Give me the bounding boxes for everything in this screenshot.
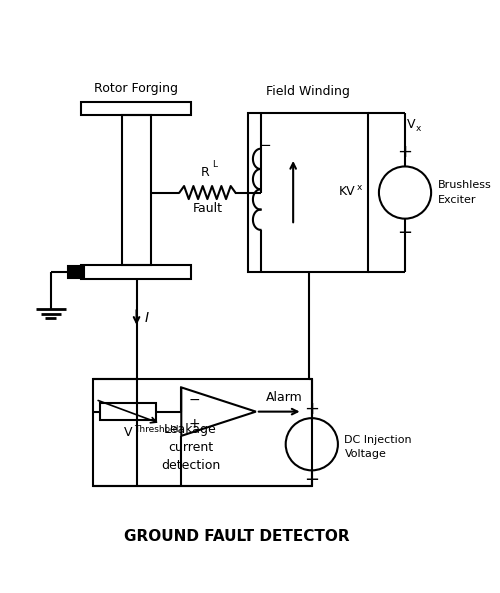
- Text: Alarm: Alarm: [266, 391, 302, 404]
- Text: I: I: [145, 311, 149, 326]
- Text: x: x: [356, 183, 362, 192]
- Text: x: x: [416, 124, 420, 133]
- Text: DC Injection: DC Injection: [344, 435, 412, 445]
- Text: −: −: [259, 138, 272, 154]
- Text: +: +: [188, 417, 200, 431]
- Text: Brushless: Brushless: [438, 180, 492, 190]
- Text: −: −: [304, 471, 320, 489]
- Polygon shape: [68, 266, 84, 278]
- Text: Fault: Fault: [192, 202, 222, 215]
- Text: Voltage: Voltage: [344, 448, 387, 458]
- Text: L: L: [212, 160, 217, 169]
- Text: V: V: [407, 118, 416, 131]
- Text: Field Winding: Field Winding: [266, 85, 350, 98]
- Text: +: +: [304, 400, 320, 418]
- Text: R: R: [201, 165, 210, 178]
- Text: Threshold: Threshold: [134, 425, 178, 434]
- Text: −: −: [188, 393, 200, 407]
- Text: Exciter: Exciter: [438, 195, 476, 205]
- Text: Rotor Forging: Rotor Forging: [94, 82, 178, 95]
- Text: +: +: [398, 144, 412, 161]
- Text: Leakage
current
detection: Leakage current detection: [161, 423, 220, 471]
- Text: GROUND FAULT DETECTOR: GROUND FAULT DETECTOR: [124, 529, 350, 544]
- Text: −: −: [398, 224, 412, 241]
- Text: KV: KV: [339, 185, 355, 198]
- Text: V: V: [124, 426, 132, 439]
